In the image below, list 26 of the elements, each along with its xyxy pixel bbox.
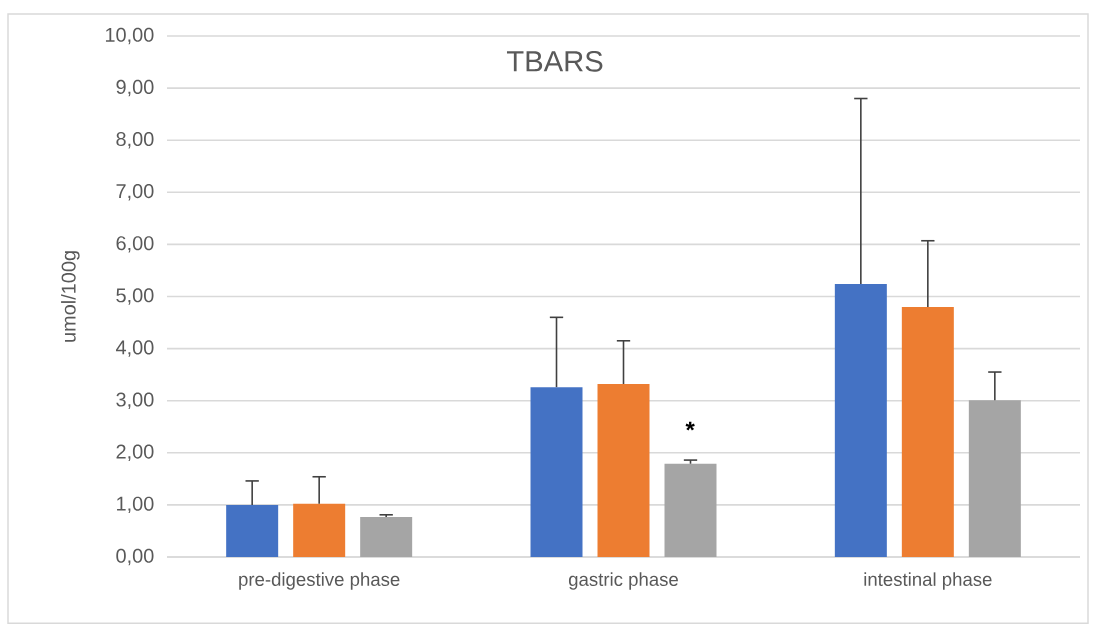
bar — [968, 400, 1021, 557]
bar — [664, 463, 717, 557]
y-tick-label: 9,00 — [116, 79, 154, 97]
y-tick-label: 6,00 — [116, 236, 154, 253]
y-axis-title: umol/100g — [61, 251, 80, 342]
bar — [901, 306, 954, 557]
bar — [293, 503, 346, 557]
x-tick-label: intestinal phase — [864, 572, 992, 590]
bar — [226, 504, 279, 557]
y-tick-label: 1,00 — [117, 496, 154, 514]
x-tick-label: pre-digestive phase — [239, 572, 400, 590]
y-tick-label: 10,00 — [105, 27, 154, 45]
y-tick-label: 3,00 — [116, 392, 154, 409]
bar — [360, 516, 413, 557]
bar — [530, 387, 583, 557]
y-tick-label: 2,00 — [116, 444, 154, 461]
x-tick-label: gastric phase — [568, 572, 678, 590]
y-tick-label: 5,00 — [116, 288, 154, 305]
y-tick-label: 4,00 — [115, 340, 154, 357]
y-tick-label: 7,00 — [116, 184, 154, 201]
chart-title: TBARS — [506, 50, 603, 72]
annotation: * — [685, 421, 695, 431]
y-tick-label: 0,00 — [116, 548, 154, 566]
bar — [834, 283, 887, 557]
bar — [597, 383, 650, 557]
y-tick-label: 8,00 — [116, 131, 154, 149]
